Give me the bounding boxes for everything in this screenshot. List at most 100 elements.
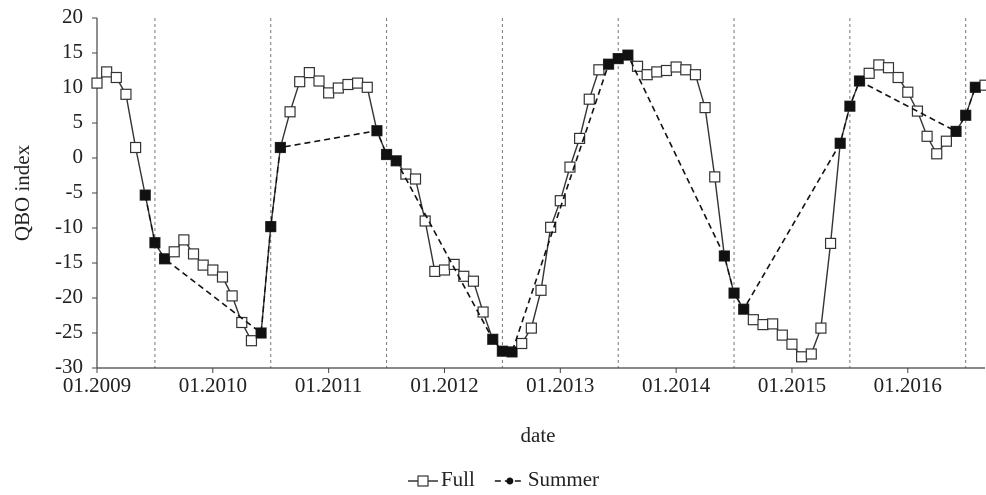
point xyxy=(776,329,788,341)
point xyxy=(680,64,692,76)
legend-label: Full xyxy=(441,467,475,491)
point xyxy=(497,346,508,357)
y-tick-label: -20 xyxy=(55,284,83,308)
x-tick-label: 01.2012 xyxy=(410,373,478,397)
point xyxy=(593,64,605,76)
x-axis-label: date xyxy=(521,423,556,447)
series-line xyxy=(144,54,977,353)
point xyxy=(835,138,846,149)
point xyxy=(91,77,103,89)
point xyxy=(796,351,808,363)
point xyxy=(854,76,865,86)
point xyxy=(216,271,229,283)
point xyxy=(921,130,933,142)
point xyxy=(844,101,855,112)
point xyxy=(332,82,344,94)
point xyxy=(101,66,113,78)
point xyxy=(323,87,335,99)
point xyxy=(641,69,653,81)
point xyxy=(603,59,614,70)
point xyxy=(583,93,595,105)
point xyxy=(805,348,817,360)
x-tick-label: 01.2010 xyxy=(179,373,247,397)
point xyxy=(313,75,325,87)
point xyxy=(951,126,962,137)
point xyxy=(516,337,528,350)
x-tick-label: 01.2014 xyxy=(642,373,711,397)
point xyxy=(187,248,200,260)
point xyxy=(882,62,895,74)
legend-marker xyxy=(417,475,429,487)
point xyxy=(245,335,258,347)
point xyxy=(545,221,557,233)
point xyxy=(613,53,624,64)
point xyxy=(970,82,981,93)
point xyxy=(979,79,986,91)
legend-marker xyxy=(506,477,514,485)
point xyxy=(120,88,132,100)
point xyxy=(294,76,306,88)
point xyxy=(815,322,827,334)
point xyxy=(507,346,518,357)
point xyxy=(631,60,644,72)
legend-label: Summer xyxy=(528,467,599,491)
point xyxy=(535,284,547,296)
y-tick-label: -30 xyxy=(55,354,83,378)
point xyxy=(622,50,633,61)
point xyxy=(719,251,730,261)
point xyxy=(477,306,489,318)
point xyxy=(419,215,431,227)
point xyxy=(303,66,315,79)
point xyxy=(178,234,190,246)
point xyxy=(371,125,382,136)
point xyxy=(892,71,904,84)
point xyxy=(110,71,122,84)
y-axis-label: QBO index xyxy=(10,144,34,241)
point xyxy=(651,66,663,78)
point xyxy=(140,190,151,201)
point xyxy=(409,173,422,185)
point xyxy=(699,101,711,114)
point xyxy=(197,259,209,271)
point xyxy=(911,105,924,117)
y-tick-label: -5 xyxy=(66,179,84,203)
point xyxy=(130,141,142,154)
y-tick-label: 0 xyxy=(73,144,84,168)
point xyxy=(660,64,673,77)
point xyxy=(159,253,170,264)
point xyxy=(564,161,576,173)
point xyxy=(960,110,971,121)
x-tick-label: 01.2013 xyxy=(526,373,594,397)
point xyxy=(738,304,749,315)
y-tick-label: 20 xyxy=(62,4,83,28)
x-tick-label: 01.2016 xyxy=(874,373,942,397)
point xyxy=(786,338,798,350)
point xyxy=(940,135,952,147)
point xyxy=(689,69,702,81)
x-tick-label: 01.2015 xyxy=(758,373,826,397)
point xyxy=(729,288,740,299)
point xyxy=(709,171,721,183)
point xyxy=(574,132,586,144)
point xyxy=(757,319,769,331)
y-tick-label: 5 xyxy=(73,109,84,133)
point xyxy=(467,275,480,287)
y-tick-label: -10 xyxy=(55,214,83,238)
point xyxy=(256,328,267,338)
point xyxy=(438,264,451,276)
x-tick-label: 01.2011 xyxy=(295,373,362,397)
point xyxy=(487,334,498,345)
point xyxy=(824,237,837,249)
point xyxy=(863,67,875,79)
point xyxy=(391,155,402,166)
point xyxy=(931,148,943,160)
point xyxy=(361,81,373,93)
point xyxy=(767,318,779,330)
x-tick-label: 01.2009 xyxy=(63,373,131,397)
point xyxy=(873,59,885,71)
y-tick-label: -15 xyxy=(55,249,83,273)
point xyxy=(429,265,441,277)
point xyxy=(168,246,180,258)
point xyxy=(381,149,392,160)
